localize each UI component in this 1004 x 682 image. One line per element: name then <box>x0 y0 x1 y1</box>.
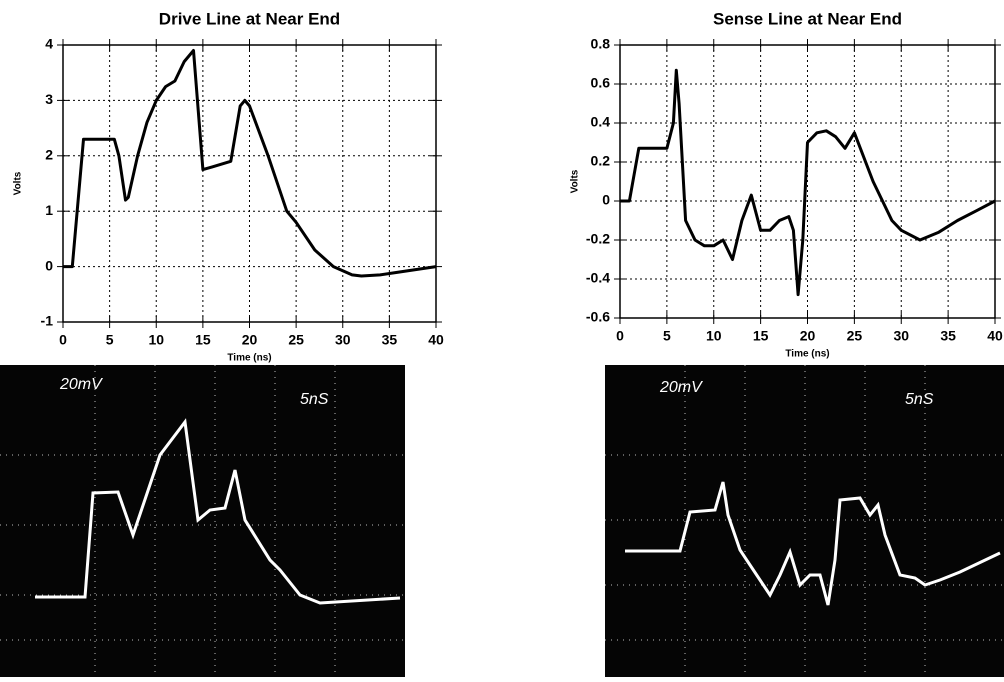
x-tick-label: 15 <box>195 332 211 348</box>
x-tick-label: 30 <box>335 332 351 348</box>
x-tick-label: 10 <box>148 332 164 348</box>
scope-photo: 20mV 5nS <box>605 365 1004 677</box>
x-tick-label: 25 <box>847 328 863 344</box>
x-tick-label: 35 <box>382 332 398 348</box>
scope-grid <box>0 365 405 677</box>
x-tick-label: 40 <box>428 332 444 348</box>
scope-volts: 20mV <box>59 376 103 393</box>
data-line <box>620 68 996 297</box>
x-tick-label: 15 <box>753 328 769 344</box>
y-tick-label: -0.4 <box>586 270 610 286</box>
scope-grid <box>605 365 1004 677</box>
y-tick-label: 2 <box>45 147 53 163</box>
scope-trace <box>625 481 1001 606</box>
scope-time: 5nS <box>300 391 329 408</box>
scope-volts: 20mV <box>659 379 703 396</box>
y-tick-label: 0 <box>45 257 53 273</box>
y-tick-label: -0.6 <box>586 309 610 325</box>
y-tick-label: 0.4 <box>591 114 611 130</box>
x-axis-label: Time (ns) <box>227 353 271 364</box>
x-tick-label: 25 <box>288 332 304 348</box>
x-tick-label: 20 <box>800 328 816 344</box>
x-tick-label: 30 <box>893 328 909 344</box>
x-tick-label: 20 <box>242 332 258 348</box>
x-tick-label: 5 <box>106 332 114 348</box>
x-axis-label: Time (ns) <box>785 349 829 360</box>
plot-frame <box>62 44 437 323</box>
y-tick-label: 0.6 <box>591 75 611 91</box>
x-tick-label: 35 <box>940 328 956 344</box>
chart-title: Drive Line at Near End <box>159 9 340 28</box>
x-tick-label: 10 <box>706 328 722 344</box>
plot-frame <box>619 44 996 319</box>
data-line <box>63 49 437 278</box>
y-tick-label: -1 <box>41 313 54 329</box>
y-tick-label: 1 <box>45 202 53 218</box>
y-axis-label: Volts <box>13 171 24 195</box>
chart-title: Sense Line at Near End <box>713 9 902 28</box>
y-tick-label: 0.2 <box>591 153 611 169</box>
x-tick-label: 0 <box>616 328 624 344</box>
scope-trace <box>35 418 401 605</box>
y-axis-label: Volts <box>570 169 581 193</box>
scope-photo: 20mV 5nS <box>0 365 405 677</box>
y-tick-label: -0.2 <box>586 231 610 247</box>
chart: Sense Line at Near End -0.6 -0.4 -0.2 0 0.2 0.… <box>570 9 1003 359</box>
y-tick-label: 3 <box>45 91 53 107</box>
scope-screen <box>0 365 405 677</box>
x-tick-label: 5 <box>663 328 671 344</box>
scope-time: 5nS <box>905 391 934 408</box>
y-tick-label: 0.8 <box>591 36 611 52</box>
y-tick-label: 0 <box>602 192 610 208</box>
x-tick-label: 0 <box>59 332 67 348</box>
x-tick-label: 40 <box>987 328 1003 344</box>
y-tick-label: 4 <box>45 36 53 52</box>
